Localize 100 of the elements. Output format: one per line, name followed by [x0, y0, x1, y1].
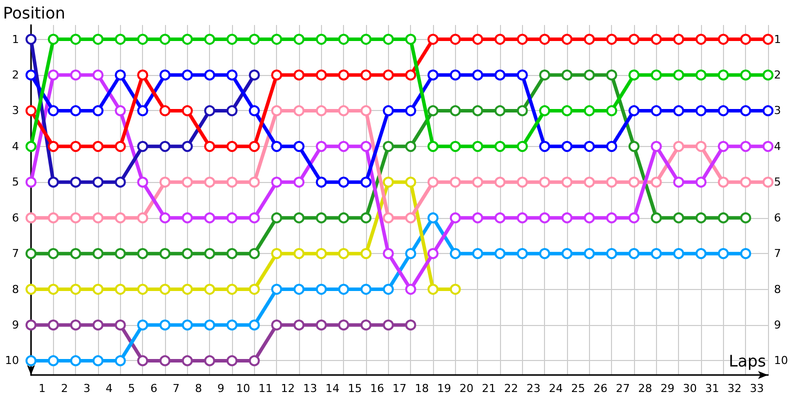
point	[316, 70, 327, 80]
point	[516, 212, 528, 224]
x-tick-label: 14	[326, 382, 340, 395]
x-tick-label: 2	[61, 382, 68, 395]
point	[718, 105, 729, 116]
point	[360, 248, 372, 260]
x-tick-label: 5	[128, 382, 135, 395]
point	[562, 70, 572, 80]
point	[160, 70, 170, 80]
point	[182, 284, 193, 295]
point	[539, 34, 550, 45]
point	[338, 140, 350, 152]
point	[450, 34, 461, 45]
point	[740, 70, 752, 80]
point	[70, 105, 82, 116]
point	[696, 212, 706, 224]
point	[494, 248, 506, 260]
point	[48, 248, 59, 260]
point	[70, 248, 82, 260]
point	[338, 70, 350, 80]
point	[516, 34, 528, 45]
point	[26, 248, 36, 260]
x-tick-label: 16	[370, 382, 384, 395]
point	[562, 34, 572, 45]
point	[494, 176, 506, 188]
point	[673, 70, 684, 80]
point	[92, 212, 104, 224]
point	[428, 140, 438, 152]
point	[382, 140, 394, 152]
point	[48, 176, 59, 188]
x-tick-label: 27	[616, 382, 630, 395]
point	[360, 34, 372, 45]
point	[48, 105, 59, 116]
point	[204, 34, 216, 45]
point	[628, 70, 640, 80]
x-tick-label: 4	[106, 382, 113, 395]
y2-tick-label: 1	[774, 32, 781, 46]
y-tick-label: 9	[12, 318, 19, 332]
point	[360, 70, 372, 80]
point	[628, 34, 640, 45]
point	[516, 176, 528, 188]
point	[584, 212, 595, 224]
point	[70, 176, 82, 188]
point	[137, 70, 148, 80]
point	[718, 34, 729, 45]
y-tick-label: 8	[12, 282, 19, 296]
y2-tick-label: 8	[774, 282, 781, 296]
x-tick-label: 24	[548, 382, 563, 395]
y2-tick-label: 10	[774, 354, 788, 368]
point	[673, 176, 684, 188]
point	[316, 212, 327, 224]
point	[696, 70, 706, 80]
point	[494, 212, 506, 224]
point	[382, 70, 394, 80]
point	[160, 176, 170, 188]
point	[92, 355, 104, 366]
point	[450, 140, 461, 152]
y2-tick-label: 9	[774, 318, 781, 332]
point	[405, 34, 416, 45]
point	[160, 140, 170, 152]
point	[450, 284, 461, 295]
point	[762, 70, 774, 80]
y2-tick-label: 5	[774, 176, 781, 189]
point	[114, 284, 126, 295]
point	[160, 355, 170, 366]
point	[137, 248, 148, 260]
point	[650, 212, 662, 224]
point	[516, 140, 528, 152]
point	[516, 105, 528, 116]
x-tick-label: 29	[660, 382, 674, 395]
point	[650, 70, 662, 80]
point	[294, 70, 304, 80]
point	[762, 140, 774, 152]
point	[584, 248, 595, 260]
point	[248, 284, 260, 295]
point	[248, 212, 260, 224]
point	[137, 34, 148, 45]
point	[338, 212, 350, 224]
point	[294, 140, 304, 152]
point	[271, 320, 282, 330]
point	[428, 284, 438, 295]
point	[450, 105, 461, 116]
point	[70, 284, 82, 295]
point	[606, 70, 618, 80]
y-tick-label: 7	[12, 247, 19, 260]
point	[114, 34, 126, 45]
point	[562, 248, 572, 260]
point	[114, 248, 126, 260]
point	[271, 212, 282, 224]
point	[271, 105, 282, 116]
point	[606, 34, 618, 45]
point	[316, 248, 327, 260]
x-tick-label: 18	[414, 382, 429, 395]
x-tick-label: 9	[217, 382, 224, 395]
point	[718, 212, 729, 224]
point	[248, 355, 260, 366]
point	[584, 34, 595, 45]
point	[584, 70, 595, 80]
point	[137, 140, 148, 152]
point	[248, 140, 260, 152]
